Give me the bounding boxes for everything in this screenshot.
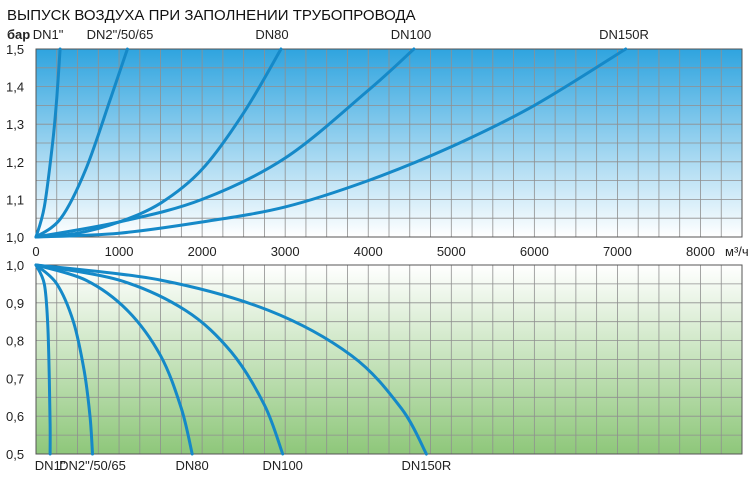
x-tick-label: 3000	[271, 244, 300, 259]
upper-y-tick-label: 1,2	[6, 155, 24, 170]
lower-series-label-dn80: DN80	[176, 458, 209, 473]
upper-curve-dn80	[34, 47, 283, 239]
lower-curve-dn80	[34, 263, 194, 456]
lower-series-label-dn2-50-65: DN2"/50/65	[59, 458, 126, 473]
lower-curve-dn150r	[34, 263, 428, 456]
lower-curve-dn2-50-65	[34, 263, 94, 456]
upper-y-tick-label: 1,1	[6, 192, 24, 207]
lower-y-tick-label: 0,8	[6, 334, 24, 349]
upper-series-label-dn80: DN80	[255, 27, 288, 42]
upper-panel: 1,0 1,1 1,2 1,3 1,4 1,5 0 1000 2000 3000 4000 5000 6…	[6, 27, 749, 259]
upper-curve-dn2-50-65	[34, 47, 129, 239]
lower-series-label-dn100: DN100	[262, 458, 302, 473]
x-tick-label: 1000	[105, 244, 134, 259]
x-tick-label: 8000	[686, 244, 715, 259]
x-tick-label: 7000	[603, 244, 632, 259]
lower-curve-dn1	[34, 263, 52, 456]
x-tick-label: 5000	[437, 244, 466, 259]
upper-series-label-dn100: DN100	[391, 27, 431, 42]
lower-y-tick-label: 0,5	[6, 447, 24, 462]
lower-y-tick-label: 0,7	[6, 371, 24, 386]
upper-y-tick-label: 1,0	[6, 230, 24, 245]
lower-y-tick-label: 0,6	[6, 409, 24, 424]
lower-y-tick-label: 1,0	[6, 258, 24, 273]
upper-plot-frame	[35, 48, 743, 238]
upper-y-tick-label: 1,4	[6, 80, 24, 95]
upper-series-label-dn1: DN1"	[33, 27, 64, 42]
upper-series-label-dn150r: DN150R	[599, 27, 649, 42]
x-tick-label: 6000	[520, 244, 549, 259]
x-axis-unit-label: м³/ч	[725, 244, 749, 259]
chart-title: ВЫПУСК ВОЗДУХА ПРИ ЗАПОЛНЕНИИ ТРУБОПРОВО…	[7, 7, 416, 24]
upper-curve-dn100	[34, 47, 416, 239]
upper-series-label-dn2-50-65: DN2"/50/65	[87, 27, 154, 42]
lower-series-label-dn1: DN1"	[35, 458, 66, 473]
x-tick-label: 2000	[188, 244, 217, 259]
lower-y-tick-label: 0,9	[6, 296, 24, 311]
upper-y-tick-label: 1,3	[6, 117, 24, 132]
y-axis-label: бар	[7, 27, 30, 42]
lower-panel: 0,5 0,6 0,7 0,8 0,9 1,0 DN1"DN2"/50/65 DN80 DN10…	[6, 258, 743, 473]
lower-series-label-dn150r: DN150R	[401, 458, 451, 473]
x-tick-label: 0	[32, 244, 39, 259]
lower-plot-frame	[35, 264, 743, 455]
upper-curve-dn150r	[34, 47, 628, 239]
upper-y-tick-label: 1,5	[6, 42, 24, 57]
upper-curve-dn1	[34, 47, 62, 239]
x-tick-label: 4000	[354, 244, 383, 259]
lower-curve-dn100	[34, 263, 285, 456]
